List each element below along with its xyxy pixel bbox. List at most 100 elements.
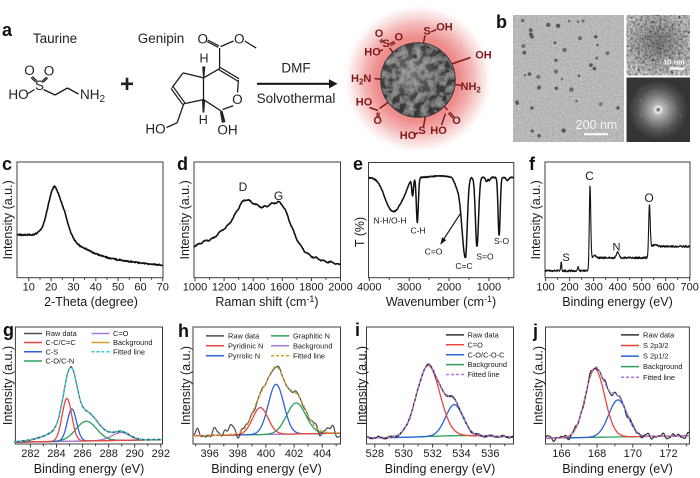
svg-text:60: 60: [134, 282, 146, 294]
svg-text:OH: OH: [436, 22, 453, 34]
svg-text:T (%): T (%): [353, 217, 367, 247]
svg-text:532: 532: [423, 448, 441, 460]
svg-text:NH2: NH2: [461, 81, 482, 95]
svg-text:Binding energy (eV): Binding energy (eV): [34, 462, 144, 476]
svg-text:O: O: [395, 32, 404, 44]
svg-text:j: j: [532, 321, 538, 341]
svg-text:2000: 2000: [328, 282, 352, 294]
svg-text:300: 300: [584, 282, 602, 294]
svg-text:S: S: [423, 26, 430, 38]
svg-text:Pyrrolic N: Pyrrolic N: [228, 351, 260, 360]
svg-text:HO: HO: [145, 122, 165, 137]
svg-text:Intensity (a.u.): Intensity (a.u.): [532, 346, 546, 425]
svg-text:S 2p1/2: S 2p1/2: [643, 352, 668, 361]
svg-text:O: O: [197, 32, 208, 47]
svg-text:1200: 1200: [212, 282, 236, 294]
svg-text:S: S: [35, 78, 44, 93]
svg-text:HO: HO: [364, 47, 381, 59]
svg-text:HO: HO: [8, 87, 28, 102]
svg-text:Intensity (a.u.): Intensity (a.u.): [178, 180, 192, 259]
svg-text:4000: 4000: [357, 282, 381, 294]
svg-text:c: c: [2, 154, 12, 174]
svg-text:Pyridinic N: Pyridinic N: [228, 341, 263, 350]
svg-text:Fitted line: Fitted line: [643, 373, 675, 382]
svg-text:Fitted line: Fitted line: [468, 370, 500, 379]
svg-text:290: 290: [126, 448, 144, 460]
svg-text:Solvothermal: Solvothermal: [257, 91, 336, 106]
svg-text:C: C: [585, 169, 594, 183]
svg-text:N-H/O-H: N-H/O-H: [373, 216, 406, 226]
svg-text:HO: HO: [400, 130, 417, 142]
svg-text:2-Theta (degree): 2-Theta (degree): [44, 295, 138, 309]
svg-text:C=O: C=O: [113, 329, 129, 338]
svg-text:O: O: [644, 191, 653, 205]
svg-text:Taurine: Taurine: [33, 31, 77, 46]
svg-text:170: 170: [624, 448, 642, 460]
svg-text:NH2: NH2: [80, 87, 106, 105]
svg-text:172: 172: [659, 448, 677, 460]
svg-text:O: O: [234, 31, 245, 46]
svg-text:Background: Background: [468, 360, 507, 369]
svg-text:Graphitic N: Graphitic N: [293, 332, 330, 341]
svg-text:Fitted line: Fitted line: [113, 347, 145, 356]
svg-text:O: O: [375, 28, 384, 40]
svg-text:C-C/C=C: C-C/C=C: [46, 338, 77, 347]
svg-text:C=O: C=O: [425, 247, 443, 257]
svg-text:10 nm: 10 nm: [663, 58, 685, 67]
svg-text:286: 286: [73, 448, 91, 460]
svg-text:Binding energy (eV): Binding energy (eV): [211, 462, 321, 476]
svg-text:1600: 1600: [270, 282, 294, 294]
svg-text:e: e: [353, 154, 363, 174]
svg-text:400: 400: [257, 448, 275, 460]
svg-text:50: 50: [112, 282, 124, 294]
svg-text:S: S: [418, 125, 425, 137]
svg-text:Background: Background: [113, 338, 152, 347]
svg-text:D: D: [239, 180, 248, 194]
svg-text:Fitted line: Fitted line: [293, 351, 325, 360]
svg-text:Raw data: Raw data: [468, 331, 500, 340]
svg-text:S: S: [562, 252, 569, 264]
svg-text:3000: 3000: [397, 282, 421, 294]
svg-text:Intensity (a.u.): Intensity (a.u.): [1, 180, 15, 259]
svg-text:Wavenumber (cm-1): Wavenumber (cm-1): [386, 294, 496, 309]
svg-text:O: O: [452, 115, 461, 127]
svg-text:G: G: [274, 189, 283, 203]
svg-text:g: g: [3, 320, 14, 340]
svg-text:Genipin: Genipin: [138, 31, 185, 46]
svg-text:Raw data: Raw data: [643, 331, 675, 340]
svg-text:288: 288: [99, 448, 117, 460]
svg-text:a: a: [2, 20, 13, 40]
svg-text:200: 200: [560, 282, 578, 294]
svg-text:Intensity (a.u.): Intensity (a.u.): [529, 180, 543, 259]
svg-text:100: 100: [536, 282, 554, 294]
svg-text:Raman shift (cm-1): Raman shift (cm-1): [215, 294, 318, 309]
svg-text:Intensity (a.u.): Intensity (a.u.): [1, 346, 15, 425]
svg-text:1800: 1800: [299, 282, 323, 294]
svg-text:N: N: [613, 242, 621, 254]
svg-text:600: 600: [657, 282, 675, 294]
svg-text:Binding energy (eV): Binding energy (eV): [385, 462, 495, 476]
svg-text:500: 500: [633, 282, 651, 294]
svg-text:2000: 2000: [437, 282, 461, 294]
svg-text:200 nm: 200 nm: [576, 118, 618, 132]
svg-text:40: 40: [90, 282, 102, 294]
svg-text:534: 534: [452, 448, 470, 460]
svg-text:O: O: [373, 115, 382, 127]
svg-text:Background: Background: [293, 341, 332, 350]
svg-text:Intensity (a.u.): Intensity (a.u.): [179, 346, 193, 425]
svg-text:530: 530: [395, 448, 413, 460]
svg-text:30: 30: [67, 282, 79, 294]
svg-text:398: 398: [229, 448, 247, 460]
svg-text:536: 536: [481, 448, 499, 460]
svg-text:OH: OH: [475, 50, 492, 62]
svg-text:Background: Background: [643, 362, 682, 371]
svg-text:404: 404: [313, 448, 331, 460]
svg-text:Binding energy (eV): Binding energy (eV): [562, 462, 672, 476]
svg-text:C-S: C-S: [46, 347, 59, 356]
svg-text:70: 70: [157, 282, 169, 294]
svg-text:H: H: [199, 113, 208, 127]
svg-text:HO: HO: [356, 97, 373, 109]
svg-text:HO: HO: [430, 125, 447, 137]
svg-text:H: H: [199, 52, 208, 66]
svg-text:Raw data: Raw data: [228, 332, 260, 341]
